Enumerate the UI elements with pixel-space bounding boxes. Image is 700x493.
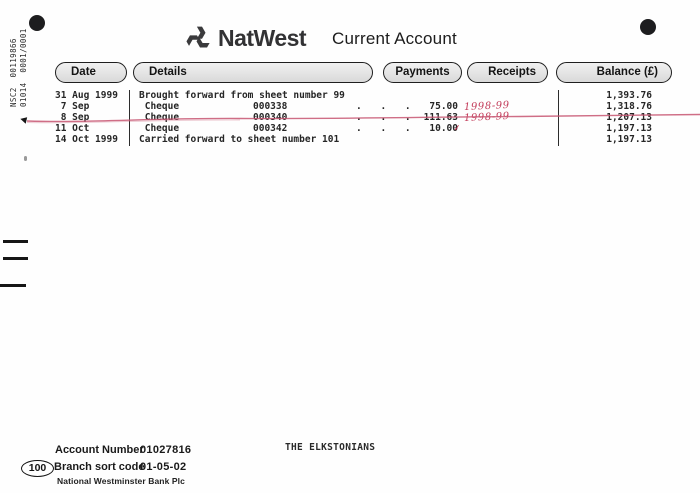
statement-title: Current Account (332, 29, 457, 48)
row-balance: 1,318.76 (606, 101, 652, 112)
account-holder-name: THE ELKSTONIANS (285, 442, 376, 453)
punch-hole-left (29, 15, 45, 31)
account-number-value: 01027816 (140, 444, 192, 456)
table-row: 11 Oct Cheque 000342 . . . 10.00 ✓ 1,197… (0, 123, 700, 135)
row-detail: Cheque (139, 123, 180, 134)
row-leader-dots: . . . (356, 101, 411, 112)
row-cheque-number: 000338 (253, 101, 288, 112)
row-cheque-number: 000340 (253, 112, 288, 123)
row-payment-amount: 10.00 (429, 123, 458, 134)
transactions-table: 31 Aug 1999 Brought forward from sheet n… (0, 90, 700, 145)
handwritten-red-line (26, 113, 700, 124)
margin-dash-mark (3, 257, 28, 260)
punch-hole-right (640, 19, 656, 35)
column-header-date: Date (55, 62, 127, 83)
row-balance: 1,393.76 (606, 90, 652, 101)
sort-code-value: 01-05-02 (140, 461, 187, 473)
margin-dash-mark (0, 284, 26, 287)
natwest-logo-icon (185, 24, 212, 52)
account-number-label: Account Number (55, 444, 144, 456)
row-detail: Carried forward to sheet number 101 (139, 134, 340, 145)
row-detail: Cheque (139, 112, 180, 123)
row-date: 7 Sep (55, 101, 90, 112)
row-balance: 1,207.13 (606, 112, 652, 123)
column-divider-date-details (129, 90, 130, 146)
table-row: 31 Aug 1999 Brought forward from sheet n… (0, 90, 700, 101)
column-header-payments: Payments (383, 62, 462, 83)
row-date: 11 Oct (55, 123, 90, 134)
row-balance: 1,197.13 (606, 123, 652, 134)
row-date: 8 Sep (55, 112, 90, 123)
margin-smudge-mark (24, 156, 27, 161)
row-date: 14 Oct 1999 (55, 134, 118, 145)
column-divider-balance (558, 90, 559, 146)
row-detail: Cheque (139, 101, 180, 112)
column-header-receipts: Receipts (467, 62, 548, 83)
row-date: 31 Aug 1999 (55, 90, 118, 101)
column-header-balance: Balance (£) (556, 62, 672, 83)
table-row: 14 Oct 1999 Carried forward to sheet num… (0, 134, 700, 145)
row-balance: 1,197.13 (606, 134, 652, 145)
bank-name: NatWest (218, 25, 307, 51)
page-marker-oval: 100 (21, 460, 54, 477)
sort-code-label: Branch sort code (54, 461, 145, 473)
row-payment-amount: 75.00 (429, 101, 458, 112)
table-row: 7 Sep Cheque 000338 . . . 75.00 1998-99 … (0, 100, 700, 113)
margin-dash-mark (3, 240, 28, 243)
column-header-details: Details (133, 62, 373, 83)
bank-full-name: National Westminster Bank Plc (57, 476, 185, 486)
row-leader-dots: . . . (356, 123, 411, 134)
row-detail: Brought forward from sheet number 99 (139, 90, 345, 101)
row-cheque-number: 000342 (253, 123, 288, 134)
